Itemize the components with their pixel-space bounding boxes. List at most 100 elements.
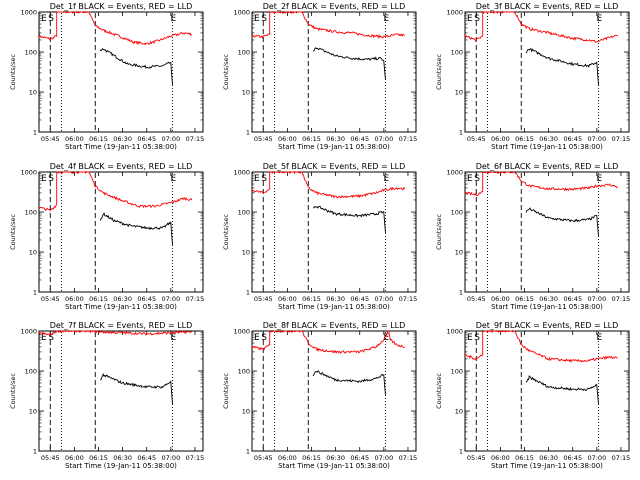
event-marker-label: E <box>467 174 473 184</box>
x-tick-label: 05:45 <box>254 135 273 143</box>
x-tick-label: 07:15 <box>612 135 631 143</box>
x-tick-label: 07:15 <box>186 454 205 462</box>
x-tick-label: 07:00 <box>587 295 606 303</box>
x-tick-label: 07:00 <box>587 454 606 462</box>
y-tick-label: 10 <box>242 89 250 97</box>
plot-frame <box>251 171 417 293</box>
x-tick-label: 06:15 <box>89 135 108 143</box>
x-tick-label: 07:15 <box>186 295 205 303</box>
y-axis-label: Counts/sec <box>9 214 17 250</box>
event-marker-label: S <box>474 174 480 184</box>
x-tick-label: 06:45 <box>350 135 369 143</box>
event-marker-label: E <box>467 333 473 343</box>
y-tick-label: 1 <box>246 448 250 456</box>
event-marker-label: E <box>596 174 602 184</box>
x-tick-label: 06:30 <box>326 135 345 143</box>
events-rate-line <box>99 212 173 246</box>
y-tick-label: 10 <box>242 408 250 416</box>
x-tick-label: 05:45 <box>467 295 486 303</box>
event-marker-label: S <box>474 14 480 24</box>
y-axis-label: Counts/sec <box>9 54 17 90</box>
y-tick-label: 1000 <box>20 328 37 336</box>
y-tick-label: 100 <box>25 49 37 57</box>
x-axis-label: Start Time (19-Jan-11 05:38:00) <box>491 303 603 311</box>
y-tick-label: 100 <box>451 49 463 57</box>
panel-title: Det_7f BLACK = Events, RED = LLD <box>50 321 193 330</box>
event-marker-label: S <box>48 14 54 24</box>
y-tick-label: 10 <box>242 249 250 257</box>
event-marker-label: E <box>41 14 47 24</box>
x-tick-label: 06:00 <box>491 135 510 143</box>
x-tick-label: 07:15 <box>399 295 418 303</box>
x-axis-label: Start Time (19-Jan-11 05:38:00) <box>278 143 390 151</box>
panel-title: Det_2f BLACK = Events, RED = LLD <box>263 2 406 11</box>
y-tick-label: 100 <box>451 368 463 376</box>
y-tick-label: 10 <box>455 408 463 416</box>
event-marker-label: S <box>48 174 54 184</box>
lld-rate-line <box>38 171 193 212</box>
x-tick-label: 06:00 <box>278 135 297 143</box>
x-tick-label: 05:45 <box>254 295 273 303</box>
event-marker-label: S <box>261 174 267 184</box>
events-rate-line <box>525 207 599 237</box>
plot-frame <box>38 330 204 452</box>
event-marker-label: E <box>596 333 602 343</box>
x-axis-label: Start Time (19-Jan-11 05:38:00) <box>65 303 177 311</box>
x-axis-label: Start Time (19-Jan-11 05:38:00) <box>491 462 603 470</box>
event-marker-label: E <box>254 14 260 24</box>
y-tick-label: 1 <box>33 289 37 297</box>
y-axis-label: Counts/sec <box>222 214 230 250</box>
panel-title: Det_8f BLACK = Events, RED = LLD <box>263 321 406 330</box>
y-tick-label: 10 <box>29 249 37 257</box>
event-marker-label: E <box>254 333 260 343</box>
lld-rate-line <box>251 329 405 354</box>
lld-rate-line <box>464 330 618 364</box>
y-axis-label: Counts/sec <box>435 373 443 409</box>
x-tick-label: 07:15 <box>399 454 418 462</box>
y-tick-label: 1000 <box>446 328 463 336</box>
event-marker-label: S <box>474 333 480 343</box>
y-axis-label: Counts/sec <box>435 214 443 250</box>
lld-rate-line <box>38 330 192 336</box>
y-tick-label: 1 <box>459 448 463 456</box>
y-tick-label: 100 <box>451 209 463 217</box>
event-marker-label: E <box>170 14 176 24</box>
event-marker-label: E <box>41 174 47 184</box>
x-axis-label: Start Time (19-Jan-11 05:38:00) <box>65 143 177 151</box>
y-axis-label: Counts/sec <box>435 54 443 90</box>
x-tick-label: 06:00 <box>491 454 510 462</box>
panel-title: Det_9f BLACK = Events, RED = LLD <box>476 321 619 330</box>
x-tick-label: 06:30 <box>113 454 132 462</box>
x-tick-label: 06:45 <box>563 295 582 303</box>
plot-frame <box>251 11 417 133</box>
x-tick-label: 07:15 <box>612 454 631 462</box>
x-tick-label: 06:45 <box>137 135 156 143</box>
plot-frame <box>464 330 630 452</box>
panel-1: Det_1f BLACK = Events, RED = LLD 1 10 100 10… <box>9 2 204 151</box>
lld-rate-line <box>252 11 405 39</box>
y-tick-label: 100 <box>238 368 250 376</box>
event-marker-label: S <box>261 333 267 343</box>
y-tick-label: 1000 <box>446 9 463 17</box>
x-tick-label: 05:45 <box>41 295 60 303</box>
x-tick-label: 06:45 <box>350 454 369 462</box>
events-rate-line <box>525 375 599 405</box>
plot-frame <box>38 11 204 133</box>
x-tick-label: 07:15 <box>612 295 631 303</box>
x-tick-label: 06:00 <box>491 295 510 303</box>
panel-8: Det_8f BLACK = Events, RED = LLD 1 10 100 10… <box>222 321 417 470</box>
x-tick-label: 06:15 <box>302 295 321 303</box>
panel-title: Det_1f BLACK = Events, RED = LLD <box>50 2 193 11</box>
x-tick-label: 06:45 <box>137 295 156 303</box>
x-tick-label: 06:45 <box>563 454 582 462</box>
x-tick-label: 05:45 <box>41 135 60 143</box>
y-tick-label: 1000 <box>233 9 250 17</box>
events-rate-line <box>312 205 386 233</box>
x-tick-label: 07:00 <box>374 454 393 462</box>
x-tick-label: 06:00 <box>278 454 297 462</box>
panel-title: Det_3f BLACK = Events, RED = LLD <box>476 2 619 11</box>
x-tick-label: 06:15 <box>302 135 321 143</box>
x-tick-label: 07:00 <box>587 135 606 143</box>
y-tick-label: 1 <box>33 129 37 137</box>
